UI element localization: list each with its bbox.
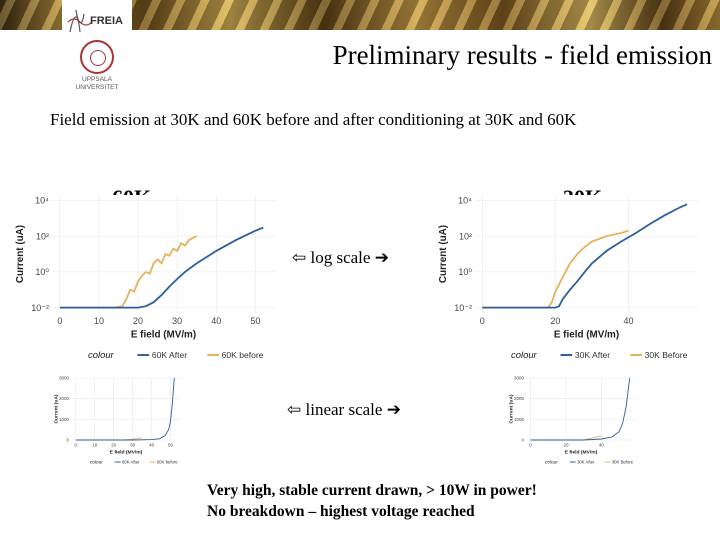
- plot-area: [527, 378, 635, 440]
- legend-label: 60K After: [122, 460, 140, 465]
- y-tick-label: 10⁰: [35, 267, 49, 277]
- legend-label: 30K After: [575, 350, 610, 360]
- x-tick-label: 40: [624, 316, 634, 326]
- legend-title: colour: [545, 460, 558, 466]
- series-line-before: [59, 235, 198, 309]
- x-tick-label: 10: [94, 316, 104, 326]
- x-tick-label: 20: [563, 443, 569, 448]
- log-scale-text: log scale: [310, 248, 371, 267]
- linear-scale-text: linear scale: [305, 400, 383, 419]
- x-tick-label: 50: [168, 443, 174, 448]
- x-tick-label: 0: [57, 316, 62, 326]
- chart-30k-log: 10⁴ 10² 10⁰ 10⁻² 0 20 40 E field (MV/m) Current …: [433, 185, 703, 370]
- y-tick-label: 10²: [36, 231, 49, 241]
- x-tick-label: 0: [529, 443, 532, 448]
- chart-30k-linear-svg: 3000 2000 1000 00 20 40E field (MV/m) Current …: [509, 376, 635, 466]
- legend-title: colour: [511, 350, 538, 361]
- y-tick-label: 0: [66, 438, 69, 443]
- y-axis-label: Current (uA): [509, 394, 515, 423]
- legend-title: colour: [90, 460, 103, 466]
- legend-title: colour: [88, 350, 115, 361]
- legend-label: 60K before: [222, 350, 264, 360]
- x-tick-label: 30: [172, 316, 182, 326]
- chart-30k-log-svg: 10⁴ 10² 10⁰ 10⁻² 0 20 40 E field (MV/m) Current …: [438, 195, 698, 361]
- y-tick-label: 10⁻²: [31, 303, 49, 313]
- legend-label: 60K After: [152, 350, 187, 360]
- university-name: UPPSALA UNIVERSITET: [66, 76, 128, 92]
- chart-60k-log-svg: 10⁴ 10² 10⁰ 10⁻² 0 10 20 30 40 50 E field (MV/m) Cu…: [15, 195, 275, 361]
- arrow-left-icon: ⇦: [287, 400, 302, 419]
- y-tick-label: 3000: [514, 376, 525, 381]
- x-axis-label: E field (MV/m): [554, 330, 619, 341]
- x-tick-label: 0: [480, 316, 485, 326]
- y-axis-label: Current (uA): [54, 394, 60, 423]
- logo-area: FREIA UPPSALA UNIVERSITET: [62, 0, 132, 100]
- legend-label: 30K Before: [645, 350, 688, 360]
- legend-label: 30K Before: [612, 460, 634, 465]
- chart-60k-linear: 3000 2000 1000 0 0 10 20 30 40 50 E field (MV/m) Cu…: [50, 372, 190, 470]
- y-axis-label: Current (uA): [15, 225, 26, 283]
- x-tick-label: 40: [211, 316, 221, 326]
- x-tick-label: 10: [92, 443, 98, 448]
- x-tick-label: 50: [250, 316, 260, 326]
- y-tick-label: 10⁰: [458, 267, 472, 277]
- university-line2: UNIVERSITET: [75, 84, 119, 91]
- y-tick-label: 1000: [514, 417, 525, 422]
- y-axis-label: Current (uA): [438, 225, 449, 283]
- log-scale-note: ⇦ log scale ➔: [292, 248, 389, 268]
- series-line-after: [530, 377, 631, 441]
- arrow-right-icon: ➔: [386, 400, 401, 419]
- series-line-after: [482, 203, 688, 309]
- y-tick-label: 10²: [459, 231, 472, 241]
- chart-60k-log: 10⁴ 10² 10⁰ 10⁻² 0 10 20 30 40 50 E field (MV/m) Cu…: [10, 185, 280, 370]
- chart-30k-linear: 3000 2000 1000 0 0 20 40 E field (MV/m) Current …: [505, 372, 645, 470]
- arrow-left-icon: ⇦: [292, 248, 307, 267]
- x-tick-label: 30: [130, 443, 136, 448]
- freia-logo-text: FREIA: [90, 15, 123, 27]
- x-axis-label: E field (MV/m): [565, 449, 598, 455]
- x-tick-label: 20: [133, 316, 143, 326]
- arrow-right-icon: ➔: [374, 248, 389, 267]
- plot-area: [52, 195, 275, 313]
- y-tick-label: 10⁻²: [454, 303, 472, 313]
- chart-60k-linear-svg: 3000 2000 1000 0 0 10 20 30 40 50 E field (MV/m) Cu…: [54, 376, 180, 466]
- legend-label: 60K before: [157, 460, 178, 465]
- x-tick-label: 40: [149, 443, 155, 448]
- slide-subtitle: Field emission at 30K and 60K before and…: [50, 110, 576, 130]
- plot-area: [72, 378, 180, 440]
- series-line-after: [59, 226, 264, 309]
- university-seal: [80, 40, 114, 74]
- y-tick-label: 2000: [59, 396, 70, 401]
- y-tick-label: 2000: [514, 396, 525, 401]
- subtitle-text: Field emission at 30K and 60K before and…: [50, 110, 577, 129]
- x-tick-label: 0: [75, 443, 78, 448]
- x-tick-label: 20: [550, 316, 560, 326]
- y-tick-label: 3000: [59, 376, 70, 381]
- y-tick-label: 10⁴: [458, 196, 472, 206]
- x-tick-label: 40: [599, 443, 605, 448]
- series-line-after: [75, 377, 175, 441]
- y-tick-label: 0: [521, 438, 524, 443]
- y-tick-label: 10⁴: [35, 196, 49, 206]
- x-tick-label: 20: [111, 443, 117, 448]
- conclusion-line2: No breakdown – highest voltage reached: [207, 503, 475, 520]
- legend-label: 30K After: [577, 460, 595, 465]
- linear-scale-note: ⇦ linear scale ➔: [287, 400, 401, 420]
- plot-area: [475, 195, 698, 313]
- slide-title: Preliminary results - field emission: [332, 40, 712, 70]
- conclusion-note: Very high, stable current drawn, > 10W i…: [207, 480, 537, 522]
- freia-logo: FREIA: [67, 9, 123, 33]
- university-line1: UPPSALA: [82, 76, 112, 83]
- y-tick-label: 1000: [59, 417, 70, 422]
- x-axis-label: E field (MV/m): [131, 330, 196, 341]
- conclusion-line1: Very high, stable current drawn, > 10W i…: [207, 482, 537, 499]
- x-axis-label: E field (MV/m): [110, 449, 143, 455]
